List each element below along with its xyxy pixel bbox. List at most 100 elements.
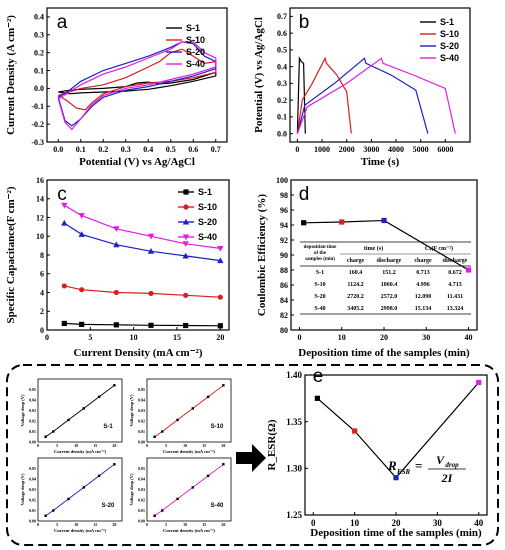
inset-y-tick: 0.03 — [29, 408, 36, 413]
capacitance-point-S-20 — [78, 231, 85, 237]
efficiency-point — [301, 220, 307, 226]
y-tick-label: 0.3 — [34, 31, 44, 40]
inset-point — [206, 474, 210, 478]
y-tick-label: 0.4 — [34, 13, 44, 22]
x-tick-label: 0 — [311, 518, 316, 528]
capacitance-point-S-20 — [182, 252, 189, 259]
inset-y-tick: 0.04 — [138, 398, 145, 403]
table-cell-sample: S-1 — [316, 270, 324, 276]
y-tick-label: 86 — [280, 281, 288, 290]
x-tick-label: 0.0 — [53, 145, 63, 154]
inset-point — [222, 463, 225, 466]
inset-x-tick: 0 — [146, 522, 148, 527]
y-tick-label: 0.2 — [277, 96, 287, 105]
y-tick-label: 0.5 — [277, 46, 287, 55]
inset-point — [161, 509, 164, 512]
table-cell-sample: S-20 — [314, 294, 325, 300]
x-tick-label: 40 — [474, 518, 484, 528]
inset-y-tick: 0.00 — [29, 519, 36, 524]
x-tick-label: 0.1 — [76, 145, 86, 154]
efficiency-point — [381, 217, 387, 224]
x-tick-label: 4000 — [388, 145, 404, 154]
inset-x-tick: 10 — [183, 443, 187, 448]
inset-y-label: Voltage drop (V) — [20, 394, 25, 427]
x-tick-label: 10 — [130, 333, 138, 342]
inset-y-tick: 0.00 — [29, 440, 36, 445]
inset-y-tick: 0.02 — [138, 498, 145, 503]
y-tick-label: 14 — [36, 195, 44, 204]
capacitance-line-S-1 — [64, 322, 221, 327]
table-cell: 3405.2 — [347, 306, 364, 312]
x-tick-label: 20 — [392, 518, 402, 528]
inset-x-tick: 15 — [202, 443, 206, 448]
x-tick-label: 0 — [45, 333, 49, 342]
inset-point — [44, 435, 47, 438]
inset-point — [161, 430, 164, 433]
y-tick-label: 96 — [280, 206, 288, 215]
inset-point — [52, 509, 55, 512]
capacitance-point-S-20 — [147, 248, 155, 254]
inset-x-tick: 10 — [183, 522, 187, 527]
capacitance-point-S-20 — [217, 257, 224, 264]
table-cell: 4.713 — [448, 282, 462, 288]
inset-point — [97, 474, 101, 478]
inset-point — [82, 407, 86, 410]
cv-curve-S-40 — [57, 41, 217, 131]
y-tick-label: 1.40 — [286, 370, 302, 380]
x-axis-label: Time (s) — [361, 156, 400, 168]
y-tick-label: 82 — [280, 311, 288, 320]
y-tick-label: 88 — [280, 266, 288, 275]
x-tick-label: 10 — [338, 333, 346, 342]
inset-x-tick: 20 — [112, 522, 116, 527]
y-tick-label: 100 — [276, 176, 288, 185]
y-axis-label: Potential (V) vs Ag/AgCl — [253, 17, 265, 133]
table-cell: 2720.2 — [347, 294, 364, 300]
legend-entry: S-10 — [440, 29, 459, 39]
gcd-curve-S-20 — [296, 57, 429, 134]
efficiency-point — [465, 267, 472, 273]
legend-marker — [183, 204, 189, 210]
y-tick-label: 1.25 — [286, 510, 302, 520]
formula-numerator: V — [436, 453, 445, 467]
inset-y-label: Voltage drop (V) — [20, 473, 25, 506]
capacitance-point-S-1 — [79, 321, 85, 327]
capacitance-point-S-40 — [217, 245, 224, 252]
x-tick-label: 0.2 — [98, 145, 108, 154]
y-axis-label: Current Density (A cm⁻²) — [5, 15, 17, 135]
inset-x-tick: 20 — [112, 443, 116, 448]
inset-y-tick: 0.04 — [29, 477, 36, 482]
inset-point — [97, 395, 101, 399]
table-cell: 11.431 — [447, 294, 463, 300]
table-cell: 151.2 — [382, 270, 396, 276]
y-tick-label: -0.2 — [31, 120, 44, 129]
x-axis-label: Current Density (mA cm⁻²) — [74, 347, 203, 359]
legend-entry: S-40 — [198, 232, 217, 242]
inset-y-tick: 0.02 — [29, 498, 36, 503]
plot-frame-e — [304, 374, 488, 516]
table-cell-sample: S-10 — [314, 282, 325, 288]
inset-x-tick: 0 — [37, 522, 39, 527]
inset-series-label: S-1 — [103, 424, 113, 430]
capacitance-point-S-1 — [113, 322, 119, 328]
legend-entry: S-1 — [198, 187, 212, 197]
capacitance-point-S-10 — [113, 289, 119, 296]
y-tick-label: 0 — [40, 326, 44, 335]
capacitance-point-S-40 — [113, 226, 120, 232]
table-cell: 160.4 — [349, 270, 363, 276]
panel-label-c: c — [57, 184, 67, 205]
y-tick-label: 98 — [280, 191, 288, 200]
capacitance-point-S-20 — [113, 241, 120, 248]
table-subheader: charge — [347, 258, 365, 264]
formula-lhs-sub: ESR — [396, 468, 411, 476]
table-header-line: deposition time — [304, 245, 337, 250]
inset-y-tick: 0.01 — [29, 508, 36, 513]
inset-y-tick: 0.05 — [29, 466, 36, 471]
inset-fit-line-S-20 — [45, 463, 115, 517]
y-tick-label: 0.6 — [277, 29, 287, 38]
y-axis-label: Specific Capacitance(F cm⁻²) — [5, 186, 17, 323]
x-axis-label: Deposition time of the samples (min) — [298, 347, 470, 359]
table-cell: 0.672 — [448, 270, 462, 276]
inset-fit-line-S-10 — [154, 384, 224, 438]
inset-point — [113, 463, 116, 466]
